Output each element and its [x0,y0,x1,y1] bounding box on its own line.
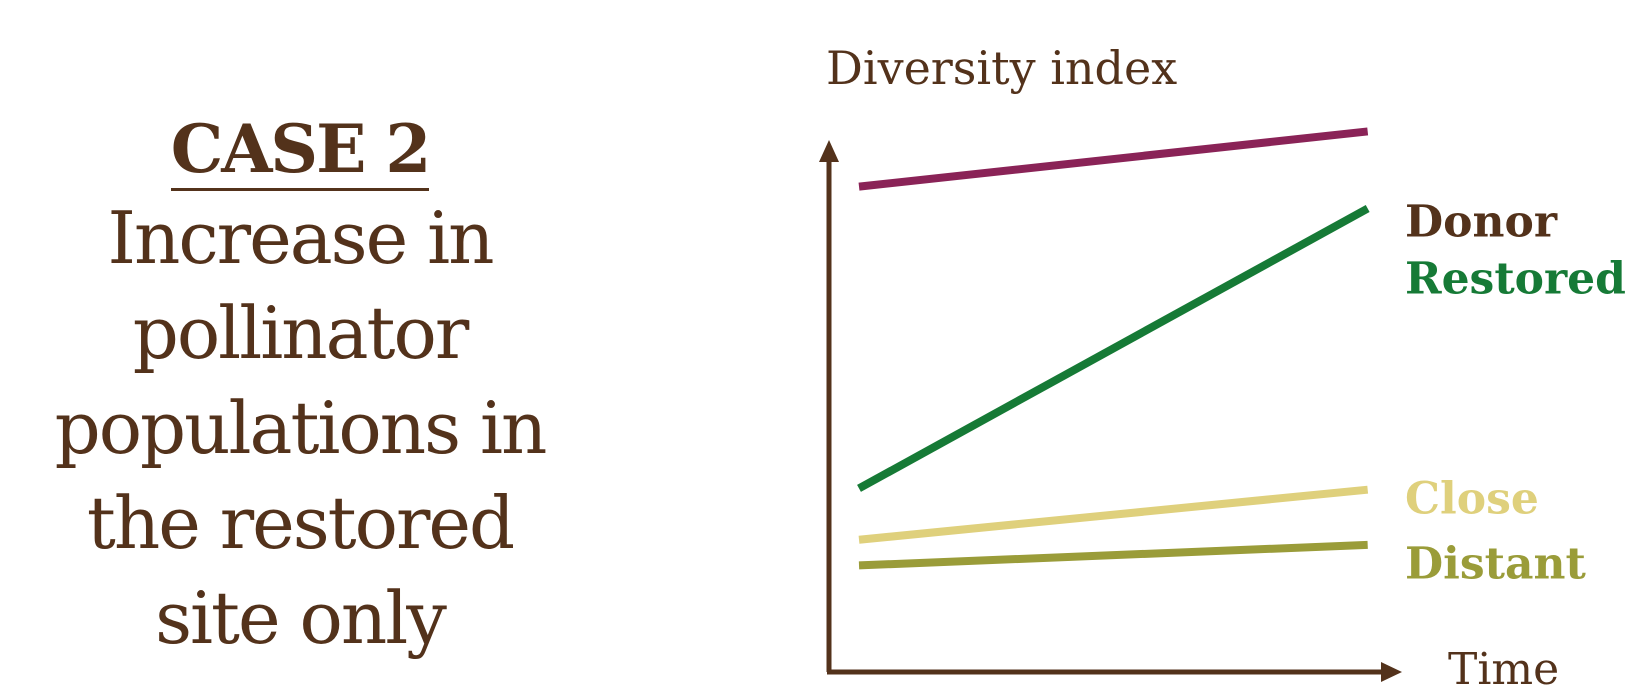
series-line-donor [858,127,1369,191]
case-description-line: pollinator [132,291,470,375]
series-line-distant [858,540,1368,570]
case-description-line: populations in [54,386,548,470]
legend-label-close: Close [1405,474,1539,525]
case-panel: CASE 2 Increase in pollinator population… [0,110,600,666]
y-axis-arrow [819,140,839,162]
case-description-line: Increase in [107,196,495,280]
legend-label-distant: Distant [1405,539,1586,590]
x-axis-label: Time [1448,644,1559,686]
series-line-close [858,485,1369,544]
series-lines [857,127,1370,570]
case-heading: CASE 2 [170,110,431,191]
legend-label-donor: Donor [1405,197,1558,248]
legend: Donor Restored Close Distant [1405,197,1626,590]
y-axis-label: Diversity index [826,41,1177,95]
legend-label-restored: Restored [1405,254,1626,305]
case-description-line: the restored [86,481,515,565]
series-line-restored [857,204,1370,492]
x-axis-arrow [1381,662,1402,682]
case-description-line: site only [155,576,447,660]
case-description: Increase in pollinator populations in th… [0,191,600,666]
chart-axes [819,140,1402,682]
